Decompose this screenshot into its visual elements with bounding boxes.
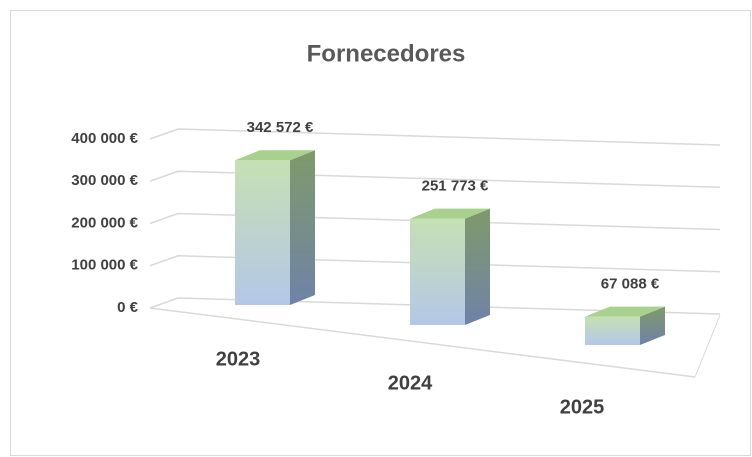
bar [410, 208, 490, 325]
grid-line [149, 212, 721, 231]
chart-border [10, 10, 751, 456]
floor-edge [149, 307, 696, 378]
bar [585, 306, 665, 345]
x-tick-label: 2023 [216, 348, 261, 370]
bar-front [235, 160, 290, 305]
grid-line [149, 128, 721, 146]
x-tick-label: 2025 [560, 396, 605, 418]
bar-side [640, 306, 665, 345]
grid-line [149, 297, 721, 315]
bar-front [585, 316, 640, 345]
y-tick-label: 400 000 € [71, 130, 138, 147]
bar-top [585, 306, 665, 317]
grid-line [149, 170, 721, 188]
bar-top [235, 150, 315, 161]
y-tick-label: 0 € [117, 299, 139, 316]
x-tick-label: 2024 [388, 372, 433, 394]
bar [235, 150, 315, 305]
bar-front [410, 218, 465, 325]
value-label: 342 572 € [247, 119, 314, 136]
y-tick-label: 300 000 € [71, 172, 138, 189]
bar-side [290, 150, 315, 305]
y-tick-label: 200 000 € [71, 214, 138, 231]
floor-edge [694, 314, 721, 378]
chart-title: Fornecedores [307, 40, 466, 67]
grid-line [149, 254, 721, 273]
bar-side [465, 208, 490, 325]
y-tick-label: 100 000 € [71, 257, 138, 274]
value-label: 67 088 € [601, 276, 660, 293]
value-label: 251 773 € [422, 178, 489, 195]
bar-top [410, 208, 490, 219]
